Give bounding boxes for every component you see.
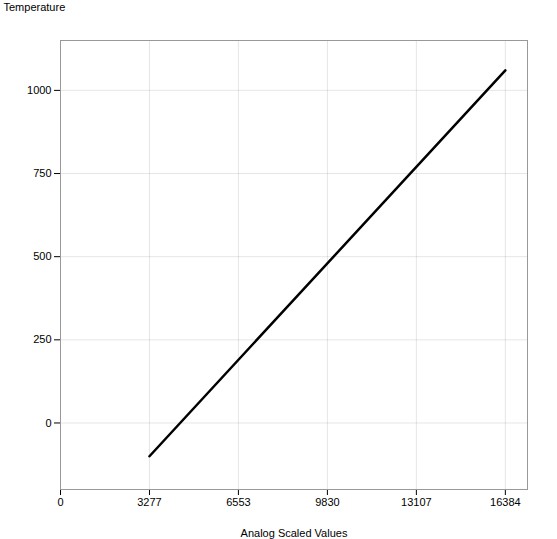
svg-text:3277: 3277 bbox=[137, 496, 161, 508]
svg-text:16384: 16384 bbox=[490, 496, 521, 508]
svg-text:6553: 6553 bbox=[226, 496, 250, 508]
svg-text:9830: 9830 bbox=[315, 496, 339, 508]
svg-text:Analog Scaled Values: Analog Scaled Values bbox=[241, 527, 348, 539]
svg-text:1000: 1000 bbox=[27, 84, 51, 96]
svg-text:13107: 13107 bbox=[401, 496, 432, 508]
svg-text:250: 250 bbox=[33, 333, 51, 345]
svg-text:Temperature: Temperature bbox=[4, 1, 66, 13]
svg-text:750: 750 bbox=[33, 167, 51, 179]
svg-text:500: 500 bbox=[33, 250, 51, 262]
svg-text:0: 0 bbox=[45, 417, 51, 429]
svg-text:0: 0 bbox=[57, 496, 63, 508]
